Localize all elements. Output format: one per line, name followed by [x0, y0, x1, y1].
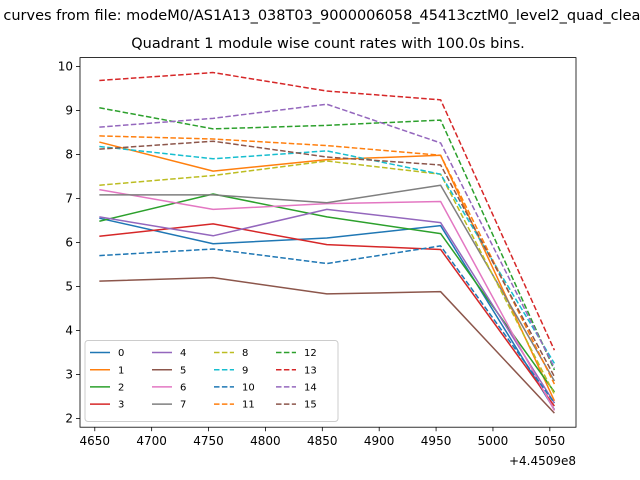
y-tick-label: 8 — [65, 148, 73, 162]
legend-box — [84, 340, 339, 422]
legend-label-6: 6 — [180, 383, 186, 394]
legend-label-14: 14 — [304, 383, 317, 394]
figure-suptitle: Light curves from file: modeM0/AS1A13_03… — [0, 8, 640, 24]
series-line-6 — [99, 188, 556, 411]
series-line-4 — [99, 208, 556, 404]
x-tick-label: 4800 — [250, 434, 281, 448]
legend-label-0: 0 — [118, 348, 124, 359]
x-tick-label: 5000 — [478, 434, 509, 448]
y-tick-label: 3 — [65, 368, 73, 382]
series-line-8 — [99, 160, 556, 395]
legend-label-8: 8 — [242, 348, 248, 359]
x-tick-label: 4750 — [193, 434, 224, 448]
legend-label-11: 11 — [242, 400, 255, 411]
legend-label-7: 7 — [180, 400, 186, 411]
series-line-10 — [99, 245, 555, 404]
legend-label-13: 13 — [304, 365, 317, 376]
x-axis-offset-label: +4.4509e8 — [509, 454, 576, 468]
legend-label-9: 9 — [242, 365, 248, 376]
y-tick-label: 6 — [65, 236, 73, 250]
series-line-11 — [99, 135, 556, 385]
legend-label-4: 4 — [180, 348, 186, 359]
series-line-5 — [99, 276, 555, 414]
y-tick-label: 9 — [65, 104, 73, 118]
y-axis: 2 3 4 5 6 7 8 9 10 — [58, 60, 80, 426]
x-tick-label: 5050 — [535, 434, 566, 448]
plot-lines — [99, 71, 556, 414]
series-line-3 — [99, 223, 555, 407]
series-line-1 — [99, 141, 556, 402]
y-tick-label: 5 — [65, 280, 73, 294]
x-tick-label: 4900 — [364, 434, 395, 448]
x-tick-label: 4850 — [307, 434, 338, 448]
series-line-7 — [99, 184, 556, 382]
y-tick-label: 4 — [65, 324, 73, 338]
x-tick-label: 4950 — [421, 434, 452, 448]
series-line-15 — [99, 140, 556, 377]
y-tick-label: 10 — [58, 60, 73, 74]
legend-label-5: 5 — [180, 365, 186, 376]
legend-label-10: 10 — [242, 383, 255, 394]
series-line-12 — [99, 107, 556, 371]
legend-label-1: 1 — [118, 365, 124, 376]
y-tick-label: 2 — [65, 412, 73, 426]
series-line-9 — [99, 145, 556, 364]
legend-label-12: 12 — [304, 348, 317, 359]
x-axis: 4650 4700 4750 4800 4850 4900 4950 5000 5050 — [80, 427, 566, 448]
legend-label-3: 3 — [118, 400, 124, 411]
y-tick-label: 7 — [65, 192, 73, 206]
x-tick-label: 4650 — [80, 434, 111, 448]
series-line-14 — [99, 103, 556, 369]
legend-label-2: 2 — [118, 383, 124, 394]
chart-title: Quadrant 1 module wise count rates with … — [131, 36, 525, 52]
legend-label-15: 15 — [304, 400, 317, 411]
series-line-13 — [99, 71, 556, 351]
x-tick-label: 4700 — [136, 434, 167, 448]
